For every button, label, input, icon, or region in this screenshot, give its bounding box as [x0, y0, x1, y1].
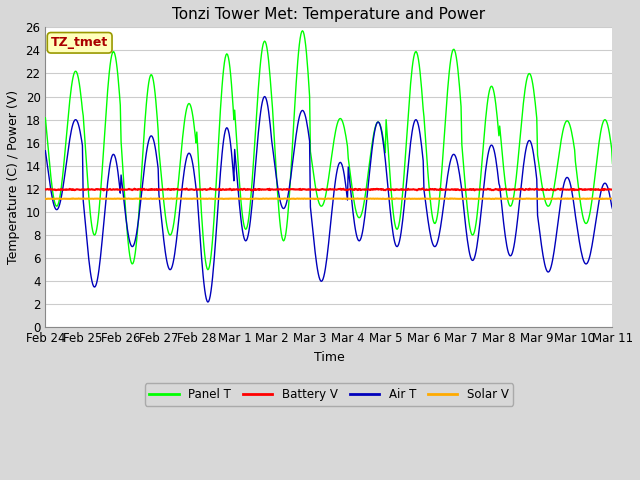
Y-axis label: Temperature (C) / Power (V): Temperature (C) / Power (V): [7, 90, 20, 264]
Legend: Panel T, Battery V, Air T, Solar V: Panel T, Battery V, Air T, Solar V: [145, 383, 513, 406]
Title: Tonzi Tower Met: Temperature and Power: Tonzi Tower Met: Temperature and Power: [172, 7, 486, 22]
Text: TZ_tmet: TZ_tmet: [51, 36, 108, 49]
X-axis label: Time: Time: [314, 351, 344, 364]
